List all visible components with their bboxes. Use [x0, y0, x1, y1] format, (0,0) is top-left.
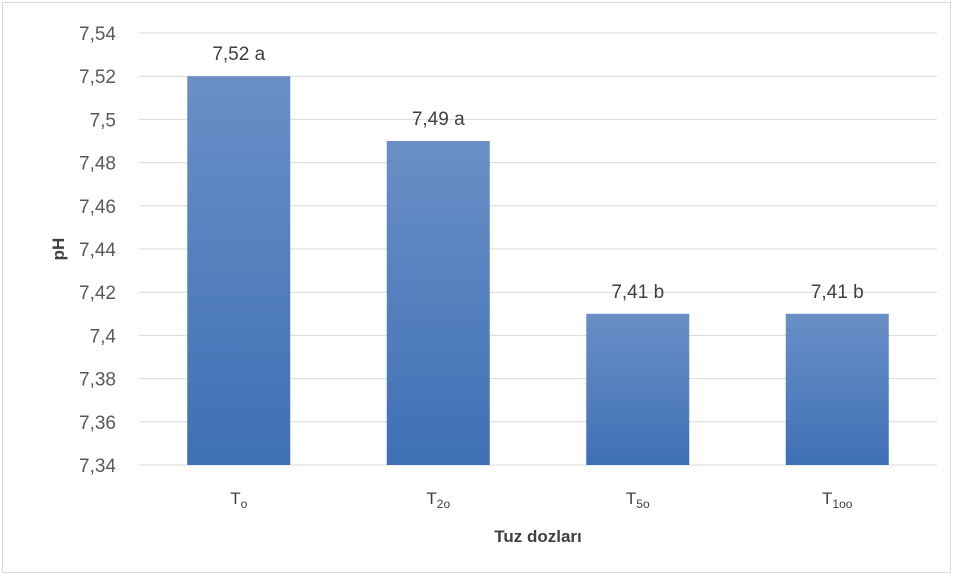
- data-label: 7,49 a: [412, 109, 465, 130]
- category-subscript: o: [241, 497, 248, 511]
- bars: [187, 76, 889, 465]
- data-label: 7,41 b: [811, 282, 864, 303]
- category-base: T: [426, 489, 436, 508]
- y-tick-label: 7,52: [79, 67, 116, 88]
- x-category-label: T5o: [626, 489, 650, 511]
- bar: [386, 141, 490, 465]
- y-tick-label: 7,36: [79, 413, 116, 434]
- data-label: 7,41 b: [611, 282, 664, 303]
- x-category-label: T2o: [426, 489, 450, 511]
- bar: [586, 313, 690, 465]
- y-tick-label: 7,38: [79, 370, 116, 391]
- y-tick-labels: 7,34 7,36 7,38 7,4 7,42 7,44 7,46 7,48 7,5 7,52 7,…: [79, 24, 116, 477]
- y-tick-label: 7,54: [79, 24, 116, 45]
- y-tick-label: 7,5: [90, 110, 116, 131]
- y-tick-label: 7,48: [79, 154, 116, 175]
- bar: [785, 313, 889, 465]
- category-subscript: 5o: [636, 497, 650, 511]
- y-axis-title: pH: [49, 238, 68, 261]
- category-base: T: [626, 489, 636, 508]
- category-subscript: 2o: [437, 497, 451, 511]
- x-axis-title: Tuz dozları: [494, 527, 582, 546]
- y-tick-label: 7,42: [79, 283, 116, 304]
- x-category-label: T1oo: [822, 489, 853, 511]
- category-subscript: 1oo: [832, 497, 852, 511]
- data-labels: 7,52 a 7,49 a 7,41 b 7,41 b: [212, 44, 863, 303]
- data-label: 7,52 a: [212, 44, 265, 65]
- category-base: T: [822, 489, 832, 508]
- x-category-label: To: [230, 489, 247, 511]
- bar: [187, 76, 291, 465]
- y-tick-label: 7,46: [79, 197, 116, 218]
- x-category-labels: To T2o T5o T1oo: [230, 489, 853, 511]
- y-tick-label: 7,34: [79, 456, 116, 477]
- y-tick-label: 7,44: [79, 240, 116, 261]
- y-tick-label: 7,4: [90, 326, 117, 347]
- category-base: T: [230, 489, 240, 508]
